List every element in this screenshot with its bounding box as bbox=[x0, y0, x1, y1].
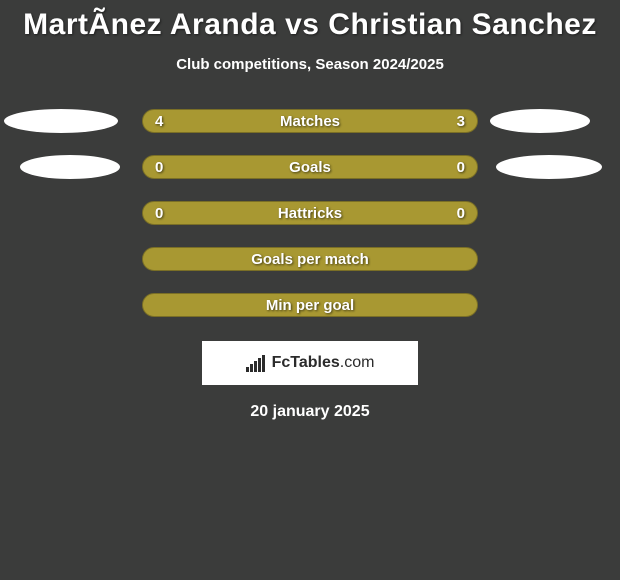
left-ellipse-goals bbox=[20, 155, 120, 179]
stat-value-right: 0 bbox=[457, 159, 465, 176]
stat-value-right: 3 bbox=[457, 113, 465, 130]
stat-bar: 0 Hattricks 0 bbox=[142, 201, 478, 225]
right-ellipse-matches bbox=[490, 109, 590, 133]
stat-row-goals-per-match: Goals per match bbox=[0, 247, 620, 271]
stat-label: Goals per match bbox=[251, 251, 369, 268]
stat-rows-container: 4 Matches 3 0 Goals 0 0 Hattricks 0 bbox=[0, 109, 620, 317]
stat-row-min-per-goal: Min per goal bbox=[0, 293, 620, 317]
comparison-infographic: MartÃ­nez Aranda vs Christian Sanchez Cl… bbox=[0, 0, 620, 421]
stat-bar: Min per goal bbox=[142, 293, 478, 317]
stat-bar: Goals per match bbox=[142, 247, 478, 271]
stat-value-left: 0 bbox=[155, 159, 163, 176]
logo-box: FcTables.com bbox=[202, 341, 418, 385]
chart-icon bbox=[246, 354, 268, 372]
logo-text-light: .com bbox=[340, 354, 375, 371]
right-ellipse-goals bbox=[496, 155, 602, 179]
stat-bar: 4 Matches 3 bbox=[142, 109, 478, 133]
left-ellipse-matches bbox=[4, 109, 118, 133]
page-title: MartÃ­nez Aranda vs Christian Sanchez bbox=[0, 8, 620, 42]
logo-content: FcTables.com bbox=[246, 354, 375, 372]
stat-value-left: 0 bbox=[155, 205, 163, 222]
stat-row-hattricks: 0 Hattricks 0 bbox=[0, 201, 620, 225]
logo-text-bold: FcTables bbox=[272, 354, 340, 371]
subtitle: Club competitions, Season 2024/2025 bbox=[0, 56, 620, 73]
stat-value-right: 0 bbox=[457, 205, 465, 222]
stat-label: Matches bbox=[280, 113, 340, 130]
logo-text: FcTables.com bbox=[272, 354, 375, 372]
stat-label: Hattricks bbox=[278, 205, 342, 222]
stat-row-matches: 4 Matches 3 bbox=[0, 109, 620, 133]
stat-row-goals: 0 Goals 0 bbox=[0, 155, 620, 179]
stat-label: Min per goal bbox=[266, 297, 354, 314]
date-text: 20 january 2025 bbox=[0, 403, 620, 421]
stat-value-left: 4 bbox=[155, 113, 163, 130]
stat-bar: 0 Goals 0 bbox=[142, 155, 478, 179]
stat-label: Goals bbox=[289, 159, 331, 176]
